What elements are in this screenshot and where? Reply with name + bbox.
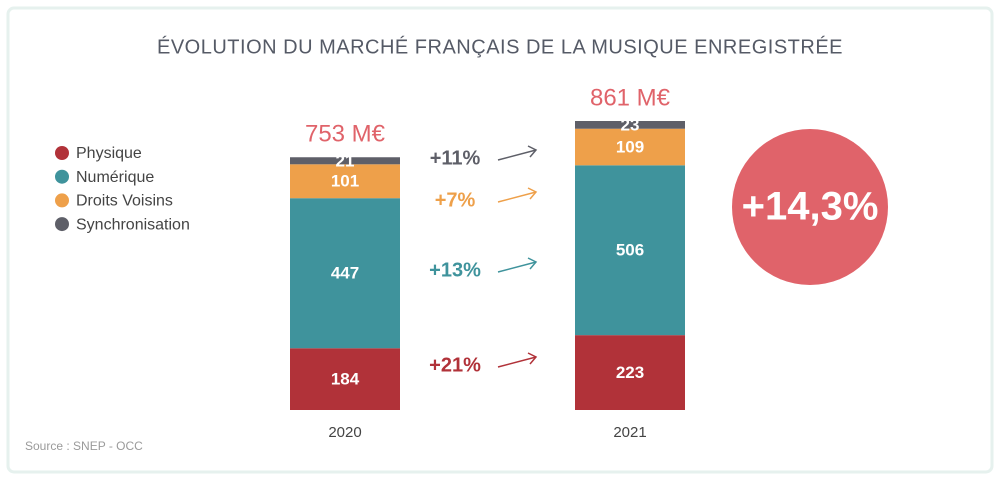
- total-label: 861 M€: [590, 84, 671, 111]
- bar-segment: [575, 128, 685, 166]
- bar-segment: [290, 348, 400, 410]
- bar-segment: [575, 335, 685, 410]
- arrow-head: [527, 145, 538, 158]
- total-change: +14,3%: [742, 185, 879, 229]
- legend-swatch: [55, 217, 69, 232]
- card: [6, 6, 994, 474]
- bar-segment: [575, 121, 685, 129]
- arrow-head: [527, 187, 538, 200]
- arrow-line: [497, 356, 537, 368]
- value-label: 23: [621, 115, 640, 134]
- value-label: 21: [336, 151, 355, 170]
- legend-label: Synchronisation: [76, 216, 190, 233]
- value-label: 184: [331, 370, 360, 389]
- arrow-line: [497, 191, 537, 203]
- legend-swatch: [55, 169, 69, 184]
- value-label: 506: [616, 241, 644, 260]
- change-label: +13%: [429, 259, 481, 281]
- legend-label: Droits Voisins: [76, 193, 173, 210]
- legend-label: Numérique: [76, 169, 154, 186]
- total-label: 753 M€: [305, 121, 386, 148]
- change-label: +7%: [435, 189, 476, 211]
- arrow-line: [497, 149, 537, 161]
- x-tick-label: 2020: [328, 424, 361, 441]
- legend-swatch: [55, 146, 69, 160]
- value-label: 109: [616, 137, 644, 156]
- bar-segment: [575, 165, 685, 336]
- value-label: 447: [331, 264, 359, 283]
- change-circle: [732, 129, 888, 285]
- arrow-line: [497, 261, 537, 273]
- change-label: +21%: [429, 354, 481, 376]
- bar-segment: [290, 157, 400, 165]
- chart-title: ÉVOLUTION DU MARCHÉ FRANÇAIS DE LA MUSIQ…: [157, 35, 843, 58]
- value-label: 223: [616, 363, 644, 382]
- source: Source : SNEP - OCC: [25, 439, 143, 453]
- bar-segment: [290, 164, 400, 199]
- value-label: 101: [331, 172, 359, 191]
- arrow-head: [527, 257, 538, 270]
- change-label: +11%: [430, 147, 481, 169]
- legend-label: Physique: [76, 145, 142, 162]
- bar-segment: [290, 198, 400, 349]
- x-tick-label: 2021: [613, 424, 646, 441]
- arrow-head: [527, 352, 538, 365]
- legend-swatch: [55, 193, 69, 208]
